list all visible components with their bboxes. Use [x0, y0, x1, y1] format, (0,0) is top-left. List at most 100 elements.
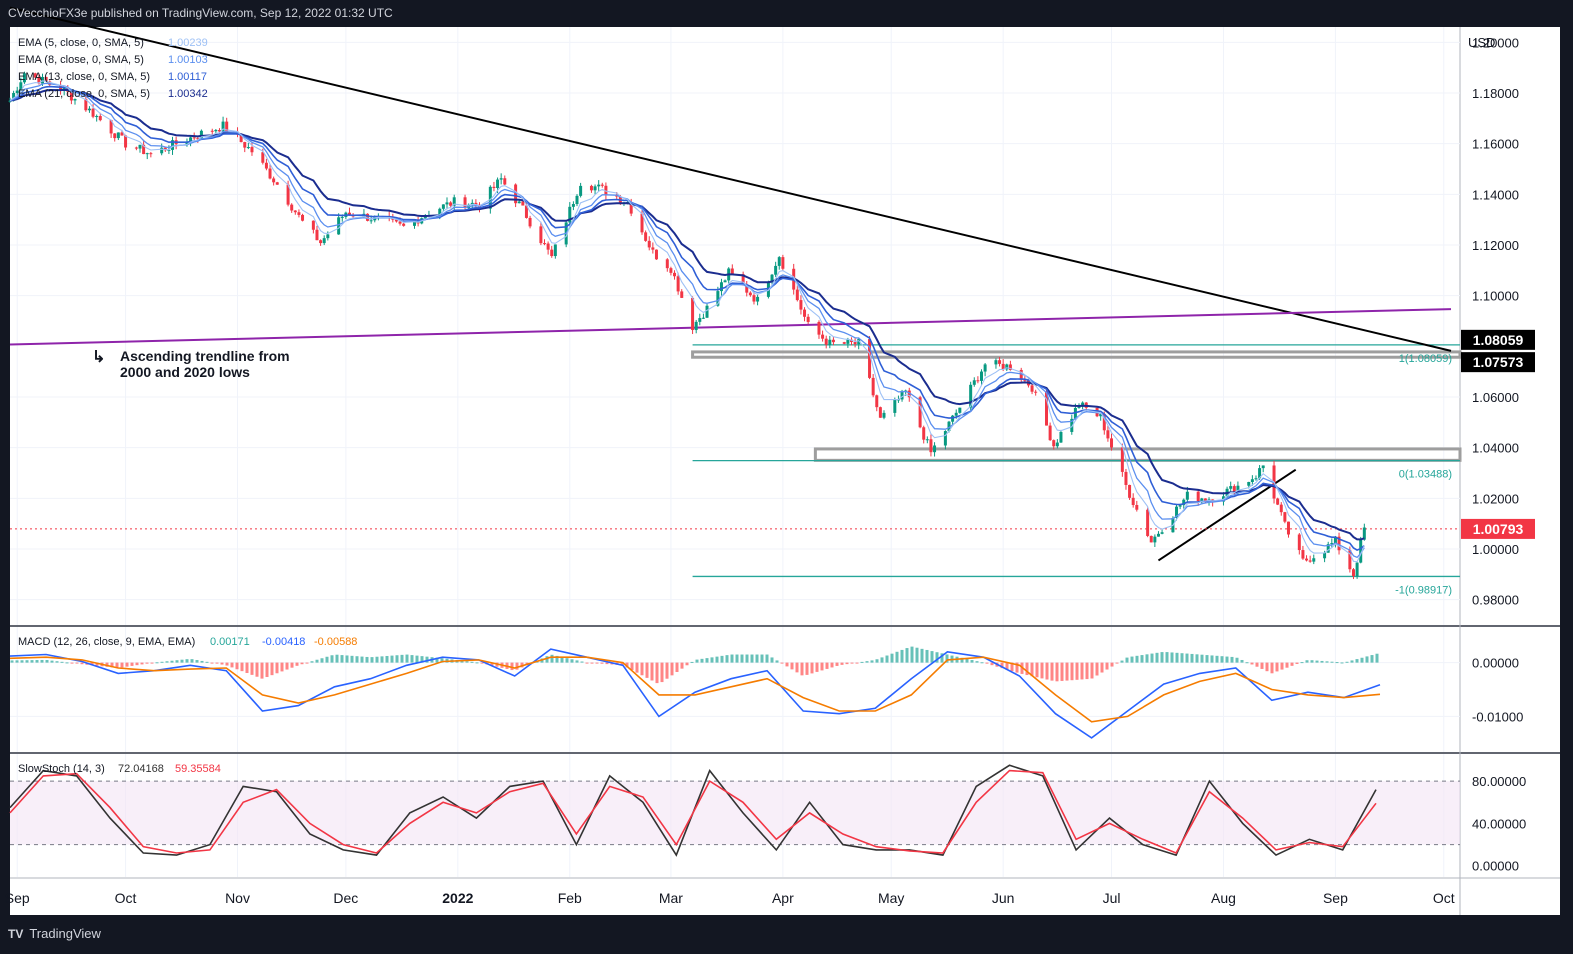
- candle-body: [1359, 539, 1363, 563]
- macd-histogram-bar: [850, 662, 854, 664]
- stoch-tick-label: 40.00000: [1472, 816, 1526, 831]
- macd-histogram-bar: [95, 662, 99, 666]
- macd-histogram-bar: [370, 657, 374, 663]
- candle-body: [983, 364, 987, 372]
- macd-histogram-bar: [1170, 652, 1174, 663]
- candle-body: [857, 339, 861, 345]
- candle-body: [1279, 504, 1283, 513]
- macd-histogram-bar: [1345, 661, 1349, 663]
- candle-body: [528, 217, 532, 227]
- macd-histogram-bar: [1200, 654, 1204, 663]
- macd-histogram-bar: [880, 657, 884, 663]
- macd-histogram-bar: [545, 656, 549, 663]
- macd-histogram-bar: [940, 653, 944, 663]
- candle-body: [929, 439, 933, 453]
- macd-histogram-bar: [70, 662, 74, 664]
- macd-histogram-bar: [565, 658, 569, 663]
- macd-histogram-bar: [650, 662, 654, 681]
- macd-histogram-bar: [580, 661, 584, 663]
- macd-histogram-bar: [1220, 656, 1224, 663]
- candle-body: [933, 445, 937, 453]
- macd-histogram-bar: [815, 662, 819, 672]
- macd-histogram-bar: [930, 651, 934, 663]
- candle-body: [1250, 479, 1254, 482]
- candle-body: [160, 147, 164, 154]
- macd-histogram-bar: [235, 662, 239, 670]
- fib-level-minus-1-label: -1(0.98917): [1395, 584, 1452, 596]
- macd-histogram-bar: [1280, 662, 1284, 670]
- candle-body: [12, 93, 16, 101]
- candle-body: [394, 219, 398, 222]
- macd-histogram-bar: [1310, 660, 1314, 663]
- price-tick-label: 1.02000: [1472, 491, 1519, 506]
- macd-histogram-bar: [1190, 653, 1194, 663]
- macd-histogram-bar: [435, 657, 439, 663]
- time-tick-label: Jul: [1103, 890, 1121, 906]
- candle-body: [73, 99, 77, 101]
- candle-body: [1030, 385, 1034, 392]
- macd-histogram-bar: [1205, 655, 1209, 663]
- candle-body: [571, 204, 575, 207]
- candle-body: [44, 76, 48, 82]
- candle-body: [1254, 478, 1258, 480]
- macd-histogram-bar: [1090, 662, 1094, 679]
- candle-body: [149, 153, 153, 155]
- tradingview-footer[interactable]: TV TradingView: [8, 926, 101, 941]
- candle-body: [871, 377, 875, 396]
- macd-histogram-bar: [625, 662, 629, 668]
- macd-histogram-bar: [180, 659, 184, 663]
- candle-body: [1258, 468, 1262, 479]
- macd-histogram-bar: [305, 662, 309, 664]
- candle-body: [998, 360, 1002, 364]
- macd-histogram-bar: [845, 662, 849, 665]
- candle-body: [326, 234, 330, 239]
- candle-body: [730, 268, 734, 275]
- time-tick-label: Aug: [1211, 890, 1236, 906]
- candle-body: [293, 210, 297, 213]
- time-tick-label: Sep: [5, 890, 30, 906]
- macd-histogram-bar: [1240, 659, 1244, 663]
- candle-body: [943, 431, 947, 446]
- macd-histogram-bar: [55, 661, 59, 663]
- ascending-arrow-icon: ↳: [92, 349, 105, 366]
- candle-body: [907, 390, 911, 398]
- ema-legend-value: 1.00103: [168, 54, 208, 66]
- candle-body: [402, 223, 406, 226]
- macd-histogram-bar: [210, 662, 214, 664]
- macd-histogram-bar: [1040, 662, 1044, 679]
- macd-histogram-bar: [635, 662, 639, 673]
- candle-body: [647, 240, 651, 248]
- candle-body: [1048, 425, 1052, 441]
- macd-histogram-bar: [1215, 655, 1219, 663]
- macd-histogram-bar: [640, 662, 644, 676]
- macd-histogram-bar: [685, 662, 689, 666]
- price-tick-label: 1.00000: [1472, 542, 1519, 557]
- macd-histogram-bar: [1195, 654, 1199, 663]
- macd-histogram-bar: [1275, 662, 1279, 672]
- macd-histogram-bar: [985, 662, 989, 664]
- macd-histogram-bar: [870, 660, 874, 663]
- candle-body: [1351, 569, 1355, 577]
- time-tick-label: Oct: [115, 890, 137, 906]
- macd-histogram-bar: [830, 662, 834, 668]
- candle-body: [1034, 391, 1038, 393]
- macd-histogram-bar: [1070, 662, 1074, 681]
- macd-histogram-bar: [45, 660, 49, 663]
- macd-histogram-bar: [710, 657, 714, 663]
- candle-body: [680, 291, 684, 298]
- macd-histogram-bar: [805, 662, 809, 675]
- candle-body: [8, 100, 12, 102]
- candle-body: [438, 208, 442, 215]
- macd-histogram-bar: [1295, 662, 1299, 664]
- macd-value: -0.00418: [262, 636, 305, 648]
- time-tick-label: Oct: [1433, 890, 1455, 906]
- macd-histogram-bar: [1085, 662, 1089, 680]
- macd-histogram-bar: [240, 662, 244, 672]
- stoch-d-line: [9, 769, 1377, 855]
- macd-histogram-bar: [960, 657, 964, 663]
- macd-histogram-bar: [1185, 653, 1189, 663]
- candle-body: [1326, 544, 1330, 553]
- ema-legend-label: EMA (5, close, 0, SMA, 5): [18, 37, 144, 49]
- macd-histogram-bar: [135, 662, 139, 666]
- macd-histogram-bar: [60, 661, 64, 663]
